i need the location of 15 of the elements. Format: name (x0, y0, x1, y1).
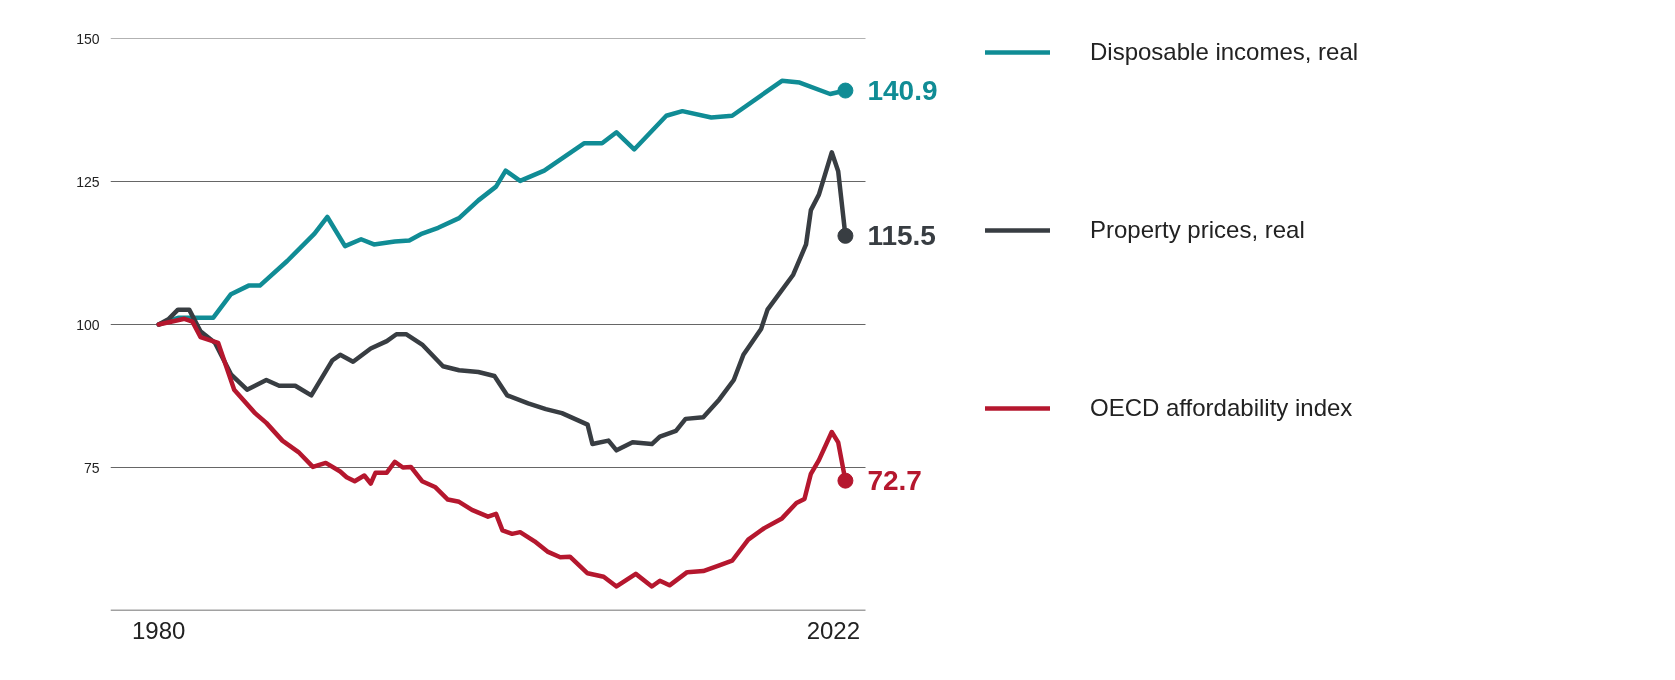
data-label: 115.5 (867, 220, 936, 252)
point (837, 82, 854, 99)
legend-label: Property prices, real (1090, 216, 1305, 244)
y-tick-label: 75 (83, 459, 100, 476)
legend-label: Disposable incomes, real (1090, 38, 1359, 66)
x-tick-label: 1980 (132, 616, 186, 644)
legend-label: OECD affordability index (1090, 394, 1353, 422)
y-tick-label: 100 (76, 316, 100, 333)
x-tick-label: 2022 (806, 616, 861, 644)
data-label: 72.7 (867, 465, 922, 497)
y-tick-label: 150 (76, 30, 100, 47)
y-tick-label: 125 (76, 173, 100, 190)
data-label: 140.9 (867, 75, 938, 107)
point (837, 472, 854, 489)
point (837, 227, 854, 244)
